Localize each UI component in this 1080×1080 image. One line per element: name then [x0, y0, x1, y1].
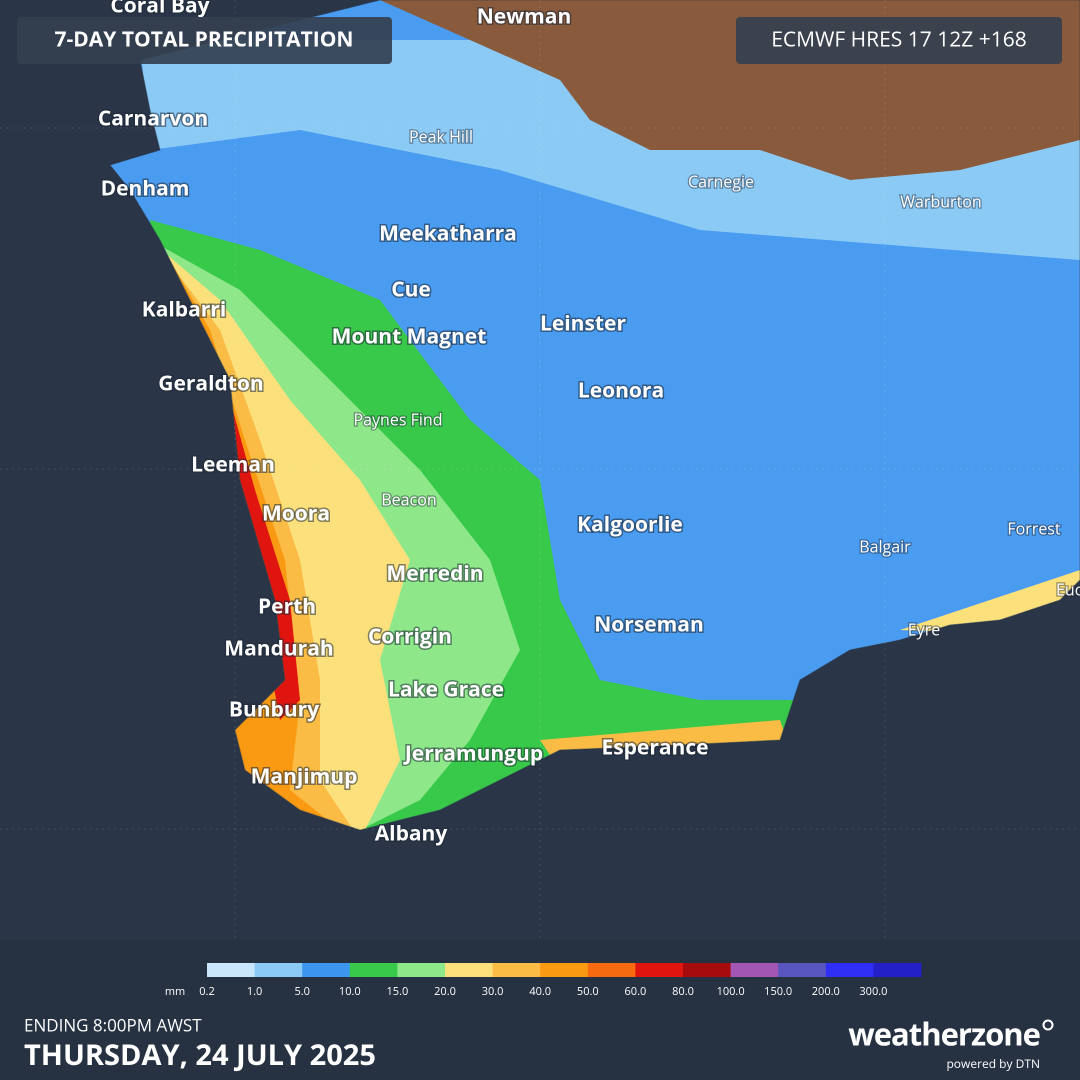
place-label: Forrest: [1007, 517, 1061, 539]
place-label: Jerramungup: [403, 740, 543, 768]
place-label: Carnegie: [688, 170, 754, 192]
legend-swatch: [397, 963, 446, 977]
legend-label: 5.0: [294, 984, 309, 999]
brand-logo: weatherzone: [848, 1013, 1040, 1055]
place-label: Newman: [477, 3, 572, 31]
model-box: [736, 17, 1062, 64]
place-label: Leinster: [540, 310, 626, 338]
place-label: Paynes Find: [353, 408, 442, 430]
legend-label: 150.0: [764, 984, 792, 999]
place-label: Leonora: [578, 377, 664, 405]
legend-swatch: [873, 963, 922, 977]
place-label: Geraldton: [158, 370, 263, 398]
place-label: Perth: [258, 593, 316, 621]
legend-swatch: [635, 963, 684, 977]
legend-label: 1.0: [247, 984, 262, 999]
place-label: Leeman: [191, 451, 275, 479]
legend: mm 0.2 1.0 5.0 10.0 15.0 20.0 30.0 40.0 50.0 60.0…: [165, 963, 922, 999]
place-label: Carnarvon: [98, 105, 208, 133]
place-label: Euc: [1056, 578, 1080, 600]
place-label: Kalgoorlie: [577, 511, 683, 539]
legend-swatch: [683, 963, 732, 977]
place-label: Mandurah: [224, 635, 333, 663]
legend-swatch: [778, 963, 827, 977]
model-label: ECMWF HRES 17 12Z +168: [771, 26, 1027, 54]
legend-swatch: [254, 963, 303, 977]
legend-swatch: [825, 963, 874, 977]
legend-swatch: [540, 963, 589, 977]
place-label: Moora: [262, 500, 330, 528]
legend-swatch: [349, 963, 398, 977]
date-label: THURSDAY, 24 JULY 2025: [24, 1035, 376, 1074]
title-box: [17, 17, 392, 64]
place-label: Kalbarri: [142, 296, 227, 324]
place-label: Beacon: [381, 488, 436, 510]
place-label: Norseman: [594, 611, 704, 639]
place-label: Coral Bay: [110, 0, 209, 20]
place-label: Esperance: [601, 734, 708, 762]
map-title: 7-DAY TOTAL PRECIPITATION: [54, 26, 353, 54]
place-label: Mount Magnet: [332, 323, 487, 351]
legend-label: 15.0: [387, 984, 409, 999]
legend-label: 10.0: [339, 984, 361, 999]
place-label: Bunbury: [229, 696, 319, 724]
place-label: Meekatharra: [379, 220, 517, 248]
logo-dot: [1042, 1019, 1054, 1031]
legend-swatch: [207, 963, 256, 977]
graticule: [0, 0, 1080, 940]
place-labels: Coral Bay Newman Carnarvon Peak Hill Carnegi…: [96, 0, 1080, 849]
place-label: Balgair: [859, 535, 911, 557]
legend-label: 20.0: [434, 984, 456, 999]
place-label: Denham: [101, 175, 190, 203]
place-label: Lake Grace: [388, 676, 504, 704]
ending-label: ENDING 8:00PM AWST: [24, 1014, 202, 1037]
legend-label: 0.2: [199, 984, 214, 999]
legend-label: 50.0: [577, 984, 599, 999]
legend-swatch: [587, 963, 636, 977]
powered-by: powered by DTN: [946, 1055, 1040, 1072]
place-label: Merredin: [386, 560, 483, 588]
legend-label: 60.0: [625, 984, 647, 999]
legend-label: 40.0: [529, 984, 551, 999]
legend-swatch: [492, 963, 541, 977]
place-label: Peak Hill: [409, 125, 473, 147]
place-label: Manjimup: [251, 763, 358, 791]
legend-label: 80.0: [672, 984, 694, 999]
legend-label: 30.0: [482, 984, 504, 999]
place-label: Cue: [391, 276, 431, 304]
place-label: Albany: [375, 820, 448, 848]
legend-unit: mm: [165, 984, 185, 999]
legend-swatch: [730, 963, 779, 977]
place-label: Eyre: [908, 618, 940, 640]
legend-swatch: [302, 963, 351, 977]
legend-label: 200.0: [812, 984, 840, 999]
place-label: Warburton: [900, 190, 981, 212]
legend-swatch: [445, 963, 494, 977]
legend-label: 100.0: [717, 984, 745, 999]
place-label: Corrigin: [368, 623, 452, 651]
legend-label: 300.0: [859, 984, 887, 999]
